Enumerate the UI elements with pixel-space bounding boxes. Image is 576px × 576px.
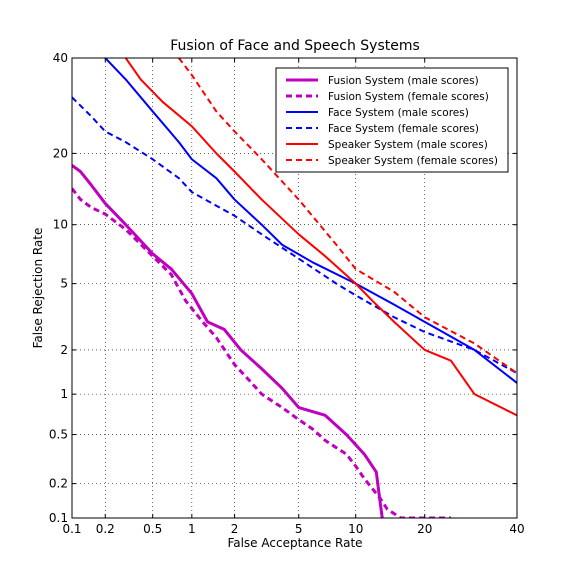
y-tick-label: 5 bbox=[60, 277, 68, 291]
y-tick-label: 20 bbox=[53, 146, 68, 160]
plot-frame bbox=[71, 57, 518, 519]
legend: Fusion System (male scores) Fusion System… bbox=[275, 67, 509, 173]
series-line-6 bbox=[178, 58, 517, 375]
legend-label: Face System (female scores) bbox=[328, 123, 479, 135]
x-tick-label: 20 bbox=[417, 522, 432, 536]
y-axis-label: False Rejection Rate bbox=[31, 228, 45, 349]
legend-box bbox=[275, 67, 509, 173]
x-tick-label: 1 bbox=[188, 522, 196, 536]
x-tick-label: 40 bbox=[509, 522, 524, 536]
x-axis-ticks: 0.1 0.2 0.5 1 2 5 10 20 40 bbox=[62, 58, 525, 536]
chart-series bbox=[72, 58, 517, 518]
y-tick-label: 0.5 bbox=[49, 428, 68, 442]
legend-label: Fusion System (male scores) bbox=[328, 75, 479, 87]
chart-title: Fusion of Face and Speech Systems bbox=[170, 38, 420, 54]
x-axis-label: False Acceptance Rate bbox=[227, 536, 362, 550]
y-tick-label: 10 bbox=[53, 218, 68, 232]
series-line-1 bbox=[72, 164, 384, 518]
series-line-3 bbox=[104, 58, 517, 384]
x-tick-label: 0.5 bbox=[143, 522, 162, 536]
y-tick-label: 2 bbox=[60, 343, 68, 357]
y-tick-label: 40 bbox=[53, 51, 68, 65]
legend-label: Speaker System (male scores) bbox=[328, 139, 488, 151]
legend-label: Face System (male scores) bbox=[328, 107, 469, 119]
series-line-5 bbox=[124, 58, 517, 417]
x-tick-label: 10 bbox=[348, 522, 363, 536]
x-tick-label: 2 bbox=[231, 522, 239, 536]
legend-label: Fusion System (female scores) bbox=[328, 91, 489, 103]
x-tick-label: 5 bbox=[295, 522, 303, 536]
x-tick-label: 0.2 bbox=[96, 522, 115, 536]
y-tick-label: 0.2 bbox=[49, 477, 68, 491]
series-line-2 bbox=[72, 187, 451, 518]
y-tick-label: 0.1 bbox=[49, 511, 68, 525]
legend-label: Speaker System (female scores) bbox=[328, 155, 498, 167]
y-tick-label: 1 bbox=[60, 387, 68, 401]
y-axis-ticks: 0.1 0.2 0.5 1 2 5 10 20 40 bbox=[49, 51, 517, 525]
x-tick-label: 0.1 bbox=[62, 522, 81, 536]
